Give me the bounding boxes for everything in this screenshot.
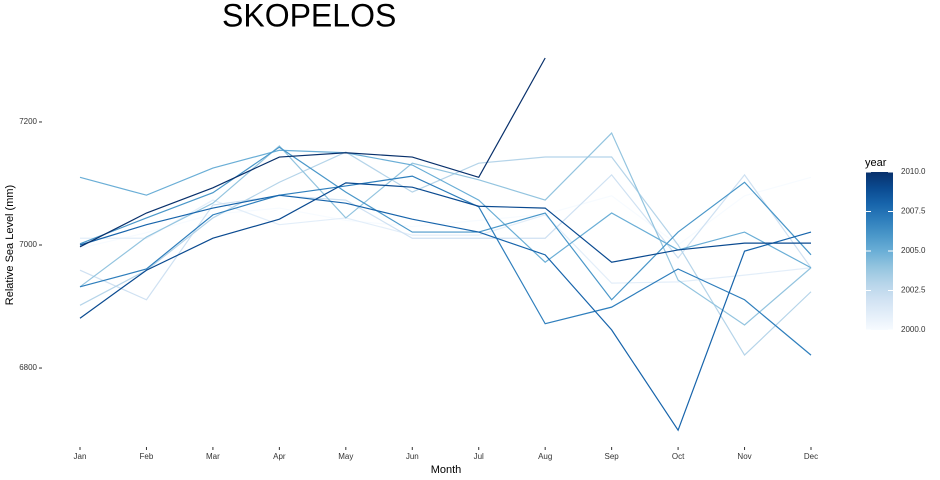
x-tick-label: Apr [273,452,286,461]
y-tick-label: 7200 [19,117,37,126]
colorbar-label: 2000.0 [901,325,926,334]
x-tick-label: Aug [538,452,552,461]
series-line [79,176,812,249]
x-tick-label: Oct [672,452,685,461]
series-line [80,199,812,284]
series-line [79,194,812,432]
x-tick-label: Jun [406,452,419,461]
x-tick-label: Sep [605,452,620,461]
legend-title: year [865,157,887,169]
colorbar-label: 2007.5 [901,207,926,216]
x-tick-label: Mar [206,452,220,461]
colorbar-label: 2005.0 [901,246,926,255]
series-line [79,175,812,356]
y-tick-label: 7000 [19,240,37,249]
x-tick-label: Jul [474,452,484,461]
x-tick-label: Nov [737,452,751,461]
x-axis-label: Month [431,464,462,476]
x-tick-label: May [338,452,353,461]
x-tick-label: Feb [140,452,154,461]
colorbar-label: 2002.5 [901,286,926,295]
series-line [79,57,546,248]
series-line [79,146,812,301]
series-line [79,182,811,319]
x-tick-label: Dec [804,452,818,461]
chart-title: SKOPELOS [222,0,396,33]
series-line [79,151,812,357]
series-line [79,173,812,301]
x-tick-label: Jan [74,452,87,461]
colorbar-label: 2010.0 [901,167,926,176]
series-line [79,149,812,269]
series-line [79,132,812,326]
y-axis-label: Relative Sea Level (mm) [4,185,16,305]
y-tick-label: 6800 [19,363,37,372]
